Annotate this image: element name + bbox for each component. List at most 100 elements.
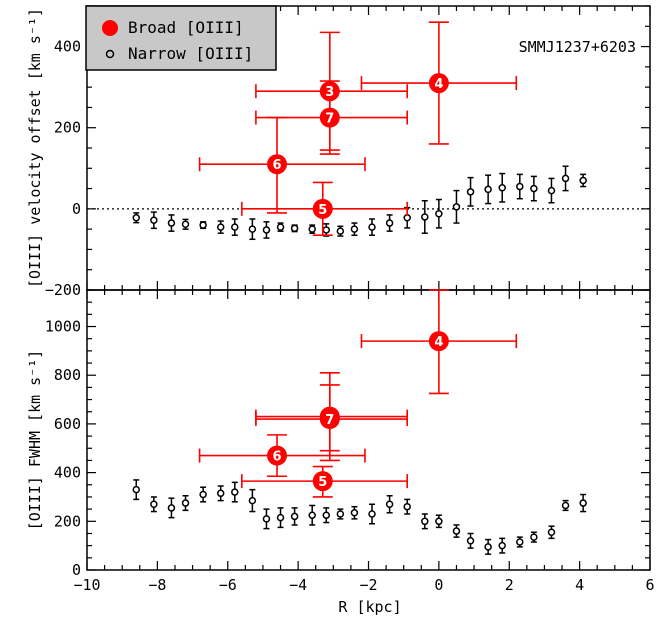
bottom-narrow-point bbox=[262, 515, 271, 523]
top-narrow-point bbox=[561, 174, 570, 183]
legend-box bbox=[85, 5, 277, 71]
top-broad-point-label-6: 6 bbox=[272, 158, 281, 173]
bottom-narrow-point bbox=[216, 489, 225, 498]
y-axis-label-fwhm: [OIII] FWHM [km s⁻¹] bbox=[26, 350, 44, 531]
top-narrow-point bbox=[199, 221, 207, 229]
x-tick-label: −8 bbox=[148, 576, 166, 594]
top-broad-point-label-5: 5 bbox=[318, 203, 327, 218]
top-broad-point-3 bbox=[319, 81, 340, 102]
bottom-narrow-point bbox=[199, 490, 207, 499]
top-narrow-point bbox=[368, 223, 376, 231]
top-broad-point-label-7: 7 bbox=[325, 112, 334, 127]
bottom-narrow-point bbox=[150, 500, 158, 509]
top-narrow-point bbox=[216, 223, 225, 231]
top-y-tick-label: 0 bbox=[72, 200, 81, 218]
bottom-broad-point-label-7: 7 bbox=[325, 413, 334, 428]
top-broad-point-6 bbox=[267, 154, 288, 175]
bottom-narrow-point bbox=[452, 527, 461, 535]
bottom-narrow-point bbox=[368, 510, 376, 518]
x-tick-label: 2 bbox=[505, 576, 514, 594]
top-broad-point-7 bbox=[319, 107, 340, 128]
bottom-narrow-point bbox=[181, 499, 190, 507]
top-narrow-point bbox=[421, 213, 429, 221]
top-narrow-point bbox=[530, 184, 538, 193]
bottom-y-tick-label: 400 bbox=[54, 464, 81, 482]
top-narrow-point bbox=[484, 185, 492, 194]
velocity-offset-panel: −200 0 200 400 3 4 7 6 5 bbox=[45, 5, 651, 299]
x-tick-label: −4 bbox=[289, 576, 307, 594]
bottom-narrow-point bbox=[498, 541, 506, 550]
top-narrow-point bbox=[181, 220, 190, 229]
y-axis-label-velocity-offset: [OIII] velocity offset [km s⁻¹] bbox=[26, 8, 44, 288]
bottom-plot-frame bbox=[86, 289, 651, 571]
bottom-narrow-point bbox=[466, 537, 475, 545]
top-narrow-point bbox=[167, 219, 176, 227]
top-narrow-point bbox=[579, 176, 587, 185]
bottom-broad-point-5 bbox=[312, 471, 333, 492]
bottom-broad-point-label-4: 4 bbox=[434, 335, 443, 350]
top-broad-point-label-3: 3 bbox=[325, 85, 334, 100]
top-narrow-point bbox=[308, 225, 316, 233]
axis-labels: [OIII] velocity offset [km s⁻¹] [OIII] F… bbox=[26, 8, 402, 616]
top-narrow-point bbox=[150, 216, 158, 224]
top-narrow-point bbox=[516, 182, 524, 191]
bottom-narrow-point bbox=[421, 517, 429, 526]
top-broad-point-4 bbox=[428, 73, 449, 94]
bottom-y-tick-label: 800 bbox=[54, 366, 81, 384]
x-tick-label: 0 bbox=[434, 576, 443, 594]
top-narrow-point bbox=[290, 224, 299, 233]
bottom-y-tick-label: 200 bbox=[54, 512, 81, 530]
bottom-narrow-point bbox=[403, 502, 411, 511]
bottom-narrow-point bbox=[167, 504, 176, 512]
bottom-narrow-point bbox=[308, 511, 316, 519]
top-y-tick-label: −200 bbox=[45, 281, 81, 299]
x-tick-label: −2 bbox=[359, 576, 377, 594]
bottom-broad-point-label-5: 5 bbox=[318, 475, 327, 490]
bottom-y-tick-label: 600 bbox=[54, 415, 81, 433]
bottom-narrow-point bbox=[385, 500, 394, 509]
bottom-broad-point-label-6: 6 bbox=[272, 450, 281, 465]
top-narrow-point bbox=[132, 214, 141, 222]
bottom-y-tick-label: 1000 bbox=[45, 318, 81, 336]
x-axis-label: R [kpc] bbox=[338, 598, 401, 616]
top-narrow-point bbox=[336, 227, 345, 235]
top-narrow-point bbox=[498, 184, 506, 192]
bottom-narrow-point bbox=[231, 488, 239, 496]
legend-broad-marker bbox=[102, 20, 118, 36]
bottom-narrow-point bbox=[350, 509, 359, 517]
top-narrow-point bbox=[322, 226, 331, 234]
top-y-tick-label: 400 bbox=[54, 38, 81, 56]
x-tick-label: 6 bbox=[645, 576, 654, 594]
top-narrow-point bbox=[435, 209, 443, 218]
bottom-broad-point-7 bbox=[319, 409, 340, 430]
bottom-narrow-point bbox=[336, 510, 345, 518]
bottom-narrow-point bbox=[547, 528, 556, 537]
top-y-tick-label: 200 bbox=[54, 119, 81, 137]
top-narrow-point bbox=[547, 186, 556, 195]
bottom-narrow-point bbox=[484, 543, 492, 551]
bottom-narrow-point bbox=[516, 538, 524, 546]
bottom-broad-point-4 bbox=[428, 331, 449, 352]
bottom-narrow-point bbox=[132, 485, 141, 494]
bottom-narrow-point bbox=[435, 517, 443, 526]
bottom-narrow-point bbox=[579, 499, 587, 507]
bottom-narrow-point bbox=[561, 501, 570, 510]
bottom-narrow-point bbox=[276, 513, 285, 522]
legend-broad-label: Broad [OIII] bbox=[128, 18, 244, 37]
legend-narrow-marker bbox=[105, 49, 115, 59]
bottom-broad-point-6 bbox=[267, 445, 288, 466]
top-narrow-point bbox=[452, 203, 461, 211]
top-narrow-point bbox=[466, 188, 475, 196]
top-narrow-point bbox=[276, 223, 285, 231]
target-name-annotation: SMMJ1237+6203 bbox=[519, 38, 636, 56]
bottom-narrow-point bbox=[248, 496, 257, 505]
x-tick-label: 4 bbox=[575, 576, 584, 594]
top-narrow-point bbox=[262, 226, 271, 234]
bottom-narrow-point bbox=[530, 533, 538, 541]
top-narrow-point bbox=[385, 219, 394, 227]
bottom-y-tick-label: 0 bbox=[72, 561, 81, 579]
bottom-narrow-point bbox=[322, 511, 331, 519]
top-narrow-point bbox=[248, 225, 257, 233]
